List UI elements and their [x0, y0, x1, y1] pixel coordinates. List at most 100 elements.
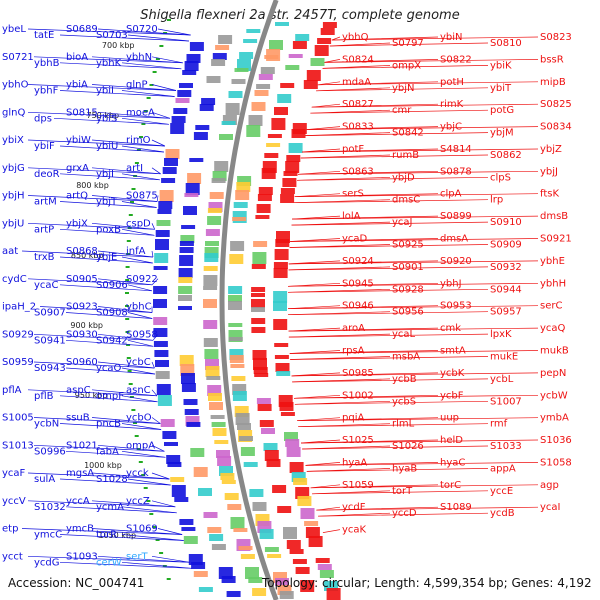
feature-block	[181, 383, 196, 392]
gene-label-reverse: pflB	[34, 391, 54, 402]
feature-block	[234, 68, 249, 72]
gene-leader-forward	[293, 199, 489, 204]
genome-backbone	[219, 0, 279, 600]
figure-title: Shigella flexneri 2a str. 2457T, complet…	[140, 8, 460, 23]
gene-label-reverse: S0907	[34, 308, 66, 319]
feature-block	[286, 447, 301, 457]
gene-label-forward: potH	[440, 77, 464, 88]
gene-leader-reverse	[152, 334, 159, 341]
gene-label-reverse: S0720	[126, 24, 158, 35]
feature-block	[153, 286, 168, 294]
feature-block	[208, 202, 223, 212]
feature-block	[283, 171, 298, 176]
gene-label-reverse: S0943	[34, 363, 66, 374]
feature-block	[209, 534, 224, 541]
feature-block	[189, 158, 204, 162]
feature-block	[251, 264, 266, 269]
gene-leader-forward	[287, 305, 539, 310]
gene-leader-forward	[311, 103, 341, 108]
feature-block	[252, 252, 267, 264]
feature-block	[186, 54, 201, 63]
gene-label-reverse: ybiF	[34, 141, 55, 152]
feature-block	[230, 517, 245, 529]
gene-label-forward: rlmL	[392, 419, 415, 430]
feature-block	[179, 355, 194, 366]
feature-block	[221, 576, 236, 583]
gene-label-forward: helD	[440, 435, 463, 446]
gene-leader-forward	[322, 529, 341, 533]
gene-leader-forward	[290, 356, 489, 360]
gene-leader-reverse	[151, 389, 158, 397]
gene-leader-forward	[322, 65, 489, 69]
gene-label-reverse: ssuB	[66, 413, 90, 424]
gene-leader-reverse	[65, 450, 166, 458]
feature-block	[221, 121, 236, 125]
gene-leader-reverse	[151, 417, 161, 424]
feature-block	[211, 544, 226, 550]
feature-block	[171, 485, 186, 497]
feature-block	[153, 317, 168, 325]
feature-block	[225, 103, 240, 115]
gene-leader-reverse	[91, 56, 183, 64]
gene-label-reverse: S0908	[96, 308, 128, 319]
gene-leader-reverse	[27, 28, 191, 36]
feature-block	[291, 129, 306, 138]
gene-label-forward: ycdF	[342, 502, 366, 513]
feature-block	[157, 395, 172, 406]
gene-label-reverse: ompF	[96, 391, 124, 402]
gene-label-reverse: infA	[126, 246, 146, 257]
gene-label-forward: ycdB	[490, 508, 515, 519]
feature-block	[198, 587, 213, 592]
gene-label-reverse: pncB	[96, 419, 121, 430]
feature-block	[204, 349, 219, 359]
gene-label-forward: ybhQ	[342, 32, 369, 43]
gene-label-reverse: cspD	[126, 218, 151, 229]
feature-block	[209, 192, 224, 199]
gene-label-forward: dmsC	[392, 195, 420, 206]
gene-leader-reverse	[91, 528, 183, 535]
feature-block	[161, 178, 176, 183]
gene-leader-forward	[306, 126, 539, 130]
feature-block	[154, 253, 169, 263]
feature-block	[199, 104, 214, 111]
feature-block	[174, 497, 189, 502]
gene-label-forward: mukB	[540, 346, 569, 357]
gene-leader-reverse	[33, 361, 155, 369]
gene-label-forward: lolA	[342, 211, 361, 222]
feature-block	[203, 512, 218, 518]
gene-label-forward: S0957	[490, 307, 522, 318]
gene-leader-reverse	[97, 555, 190, 563]
gene-label-reverse: ybhF	[34, 86, 59, 97]
feature-block	[209, 402, 223, 410]
feature-block	[251, 307, 265, 312]
feature-block	[211, 422, 226, 427]
gene-leader-reverse	[91, 500, 176, 508]
gene-leader-reverse	[121, 367, 156, 375]
feature-block	[258, 74, 273, 80]
feature-block	[211, 178, 226, 183]
feature-block	[230, 364, 245, 368]
feature-block	[227, 504, 242, 510]
gene-label-reverse: S1069	[126, 524, 158, 535]
gene-label-forward: lrp	[490, 195, 503, 206]
gene-label-reverse: ybhO	[2, 80, 29, 91]
gene-leader-reverse	[91, 167, 161, 175]
feature-block	[254, 90, 269, 96]
gene-label-forward: ybjN	[392, 83, 415, 94]
gene-label-reverse: ybjX	[66, 218, 88, 229]
feature-block	[214, 161, 229, 172]
gene-label-reverse: ybiI	[96, 86, 114, 97]
gene-label-forward: S0932	[490, 262, 522, 273]
gene-leader-forward	[288, 311, 489, 316]
feature-block	[203, 338, 218, 347]
feature-block	[210, 415, 225, 419]
gene-label-reverse: pflA	[2, 385, 22, 396]
gene-label-forward: mdaA	[342, 77, 371, 88]
gene-leader-forward	[300, 154, 489, 159]
feature-block	[277, 506, 292, 513]
gene-label-forward: S0822	[440, 54, 472, 65]
feature-block	[261, 168, 276, 179]
gene-leader-reverse	[121, 534, 184, 541]
